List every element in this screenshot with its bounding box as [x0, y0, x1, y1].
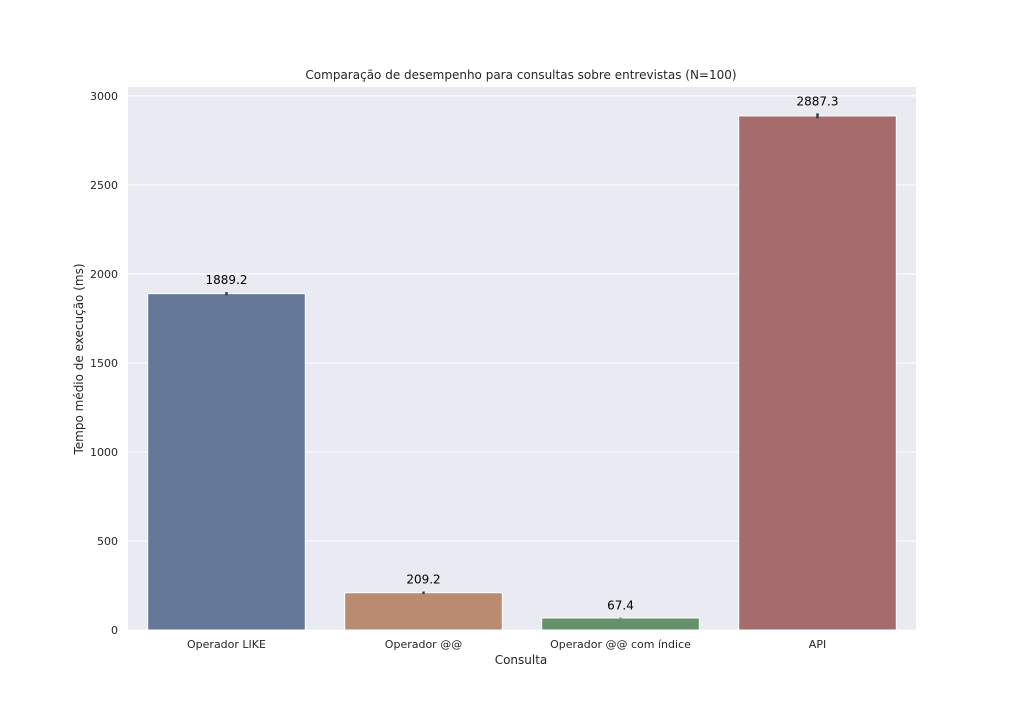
y-tick-label: 500	[97, 535, 118, 548]
x-tick-label: Operador @@	[385, 638, 462, 651]
chart-title: Comparação de desempenho para consultas …	[305, 68, 736, 82]
x-tick-label: API	[809, 638, 826, 651]
y-axis-label: Tempo médio de execução (ms)	[72, 263, 86, 455]
y-tick-label: 2000	[90, 268, 118, 281]
data-label: 2887.3	[797, 94, 839, 108]
y-tick-label: 1000	[90, 446, 118, 459]
data-label: 209.2	[406, 573, 440, 587]
y-tick-label: 2500	[90, 179, 118, 192]
bar	[147, 293, 306, 631]
y-axis-ticks: 0 500 1000 1500 2000 2500 3000	[90, 90, 118, 637]
error-bars	[225, 113, 819, 619]
y-tick-label: 1500	[90, 357, 118, 370]
x-axis-ticks: Operador LIKE Operador @@ Operador @@ com …	[187, 638, 826, 651]
y-tick-label: 3000	[90, 90, 118, 103]
x-tick-label: Operador @@ com índice	[550, 638, 691, 651]
data-labels: 1889.2 209.2 67.4 2887.3	[206, 94, 839, 612]
data-label: 67.4	[607, 599, 634, 613]
bar	[541, 617, 700, 631]
y-tick-label: 0	[111, 624, 118, 637]
bar	[738, 115, 897, 631]
x-axis-label: Consulta	[495, 653, 548, 667]
bars	[147, 115, 897, 631]
data-label: 1889.2	[206, 273, 248, 287]
bar	[344, 592, 503, 631]
x-tick-label: Operador LIKE	[187, 638, 266, 651]
